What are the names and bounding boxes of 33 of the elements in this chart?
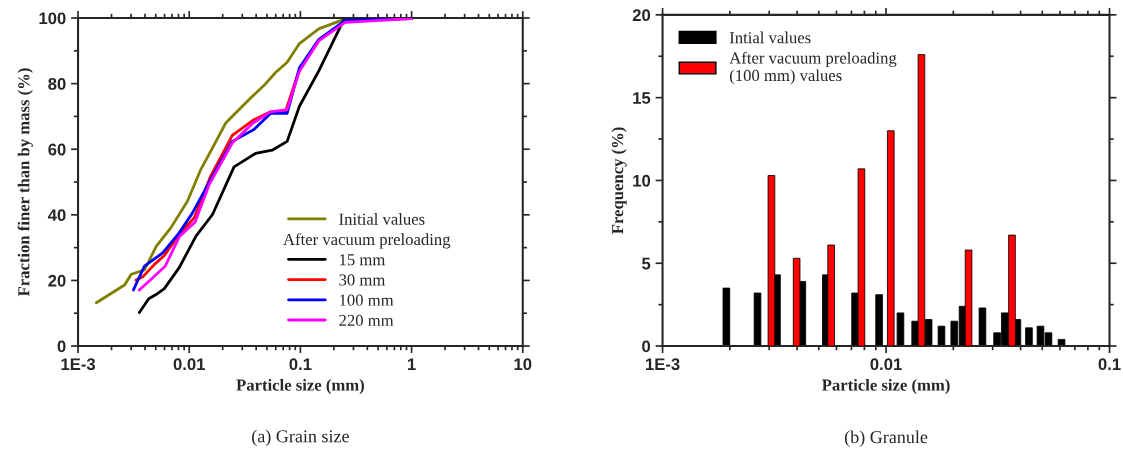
y-tick-label: 20 xyxy=(632,9,651,22)
y-tick-label: 60 xyxy=(48,143,66,156)
x-tick-label: 1E-3 xyxy=(646,358,680,371)
y-tick-label: 5 xyxy=(642,257,651,270)
legend-label: Intial values xyxy=(729,31,811,44)
x-tick-label: 0.1 xyxy=(1098,358,1121,371)
y-tick-label: 10 xyxy=(633,174,651,187)
legend-label: 100 mm xyxy=(340,294,394,306)
y-tick-label: 40 xyxy=(47,209,66,222)
text: (a) Grain size xyxy=(252,429,349,447)
legend-label: 15 mm xyxy=(340,254,386,266)
y-tick-label: 15 xyxy=(633,92,651,104)
x-tick-label: 0.01 xyxy=(173,358,205,371)
y-tick-label: 80 xyxy=(48,78,66,90)
y-tick-label: 0 xyxy=(57,340,66,353)
x-tick-label: 0.1 xyxy=(289,358,312,371)
x-axis-title: Particle size (mm) xyxy=(236,378,364,395)
legend-label: 30 mm xyxy=(339,274,386,286)
legend-label: After vacuum preloading (100 mm) values xyxy=(729,51,897,85)
y-axis-title: Frequency (%) xyxy=(611,127,627,234)
x-tick-label: 1E-3 xyxy=(61,358,96,371)
text: (b) Granule xyxy=(844,430,928,447)
legend-title: After vacuum preloading xyxy=(283,233,451,249)
x-axis-title: Particle size (mm) xyxy=(822,378,950,395)
y-axis-title: Fraction finer than by mass (%) xyxy=(17,68,33,297)
legend-label: 220 mm xyxy=(339,314,394,326)
y-tick-label: 0 xyxy=(642,340,651,353)
x-tick-label: 0.01 xyxy=(870,358,902,371)
y-tick-label: 20 xyxy=(48,274,66,287)
y-tick-label: 100 xyxy=(39,12,66,25)
x-tick-label: 10 xyxy=(514,358,532,371)
x-tick-label: 1 xyxy=(407,358,416,370)
legend-label: Initial values xyxy=(339,213,425,225)
